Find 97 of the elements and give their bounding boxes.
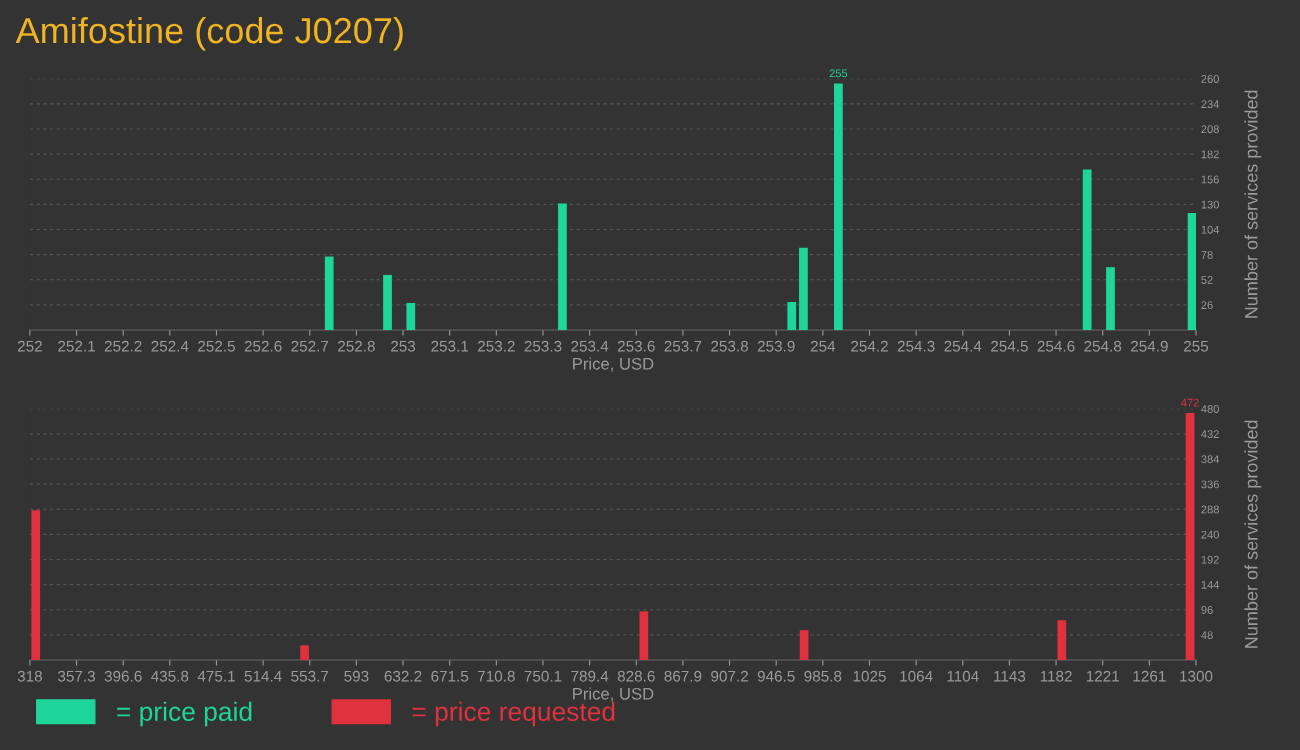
bar (31, 510, 41, 660)
x-tick-label: 553.7 (291, 670, 329, 682)
x-tick-label: 254.6 (1037, 340, 1075, 352)
x-tick-label: 1261 (1133, 670, 1166, 682)
x-tick-label: 254.2 (851, 340, 888, 352)
x-tick-label: 253.7 (664, 340, 702, 352)
x-tick-label: 252.8 (338, 340, 375, 352)
x-tick-label: 252.1 (58, 340, 95, 352)
x-tick-label: 789.4 (571, 670, 609, 682)
x-tick-label: 254.5 (991, 340, 1028, 352)
bar (834, 83, 843, 330)
y-tick-label: 384 (1201, 455, 1220, 464)
y-tick-label: 288 (1201, 505, 1219, 514)
x-tick-label: 253.3 (524, 340, 562, 352)
x-tick-label: 254.9 (1131, 340, 1168, 352)
y-axis-title: Number of services provided (1244, 420, 1262, 648)
bar (1187, 213, 1196, 330)
x-tick-label: 593 (344, 670, 369, 682)
x-tick-label: 254 (810, 340, 836, 352)
x-tick-label: 253.8 (711, 340, 749, 352)
x-axis-title: Price, USD (573, 357, 654, 372)
x-tick-label: 253.6 (617, 340, 655, 352)
data-label: 255 (829, 69, 848, 78)
bar (406, 302, 416, 330)
legend-label: = price paid (117, 701, 252, 727)
y-tick-label: 336 (1201, 480, 1219, 489)
y-axis-title: Number of services provided (1244, 90, 1262, 318)
x-tick-label: 828.6 (617, 670, 655, 682)
y-tick-label: 144 (1201, 581, 1220, 589)
y-tick-label: 182 (1201, 150, 1219, 159)
x-tick-label: 254.8 (1084, 340, 1122, 352)
x-tick-label: 946.5 (757, 670, 795, 682)
y-tick-label: 104 (1201, 225, 1220, 234)
x-tick-label: 396.6 (104, 670, 142, 682)
x-tick-label: 255 (1184, 340, 1209, 352)
x-tick-label: 252.2 (104, 340, 142, 352)
x-tick-label: 253 (391, 340, 416, 352)
bar (639, 611, 649, 660)
x-tick-label: 254.4 (944, 340, 982, 352)
y-tick-label: 48 (1201, 631, 1213, 640)
x-tick-label: 252.4 (151, 340, 189, 352)
x-tick-label: 514.4 (244, 670, 282, 682)
x-tick-label: 253.2 (477, 340, 515, 352)
x-tick-label: 252 (17, 340, 42, 352)
x-tick-label: 632.2 (384, 670, 422, 682)
bar (324, 256, 334, 330)
y-tick-label: 234 (1201, 100, 1220, 109)
x-tick-label: 252.5 (198, 340, 235, 352)
y-tick-label: 432 (1201, 430, 1219, 439)
x-tick-label: 254.3 (897, 340, 935, 352)
x-tick-label: 475.1 (197, 670, 235, 682)
bar (558, 203, 567, 330)
x-tick-label: 318 (17, 670, 42, 682)
x-tick-label: 1064 (900, 670, 933, 682)
bar (787, 301, 797, 330)
legend-label: = price requested (412, 701, 615, 727)
y-tick-label: 26 (1201, 301, 1213, 310)
x-tick-label: 1104 (947, 670, 979, 682)
bar (1185, 412, 1195, 660)
x-tick-label: 867.9 (664, 670, 702, 682)
chart-title: Amifostine (code J0207) (15, 16, 403, 51)
bar (1106, 267, 1115, 330)
x-tick-label: 1221 (1086, 670, 1119, 682)
x-tick-label: 985.8 (804, 670, 842, 682)
y-tick-label: 208 (1201, 125, 1219, 134)
x-tick-label: 1143 (994, 670, 1026, 682)
x-axis-title: Price, USD (573, 687, 654, 702)
x-tick-label: 253.1 (431, 340, 469, 352)
x-tick-label: 253.9 (757, 340, 795, 352)
x-tick-label: 1300 (1180, 670, 1213, 682)
y-tick-label: 96 (1201, 606, 1213, 614)
bar (799, 630, 809, 660)
x-tick-label: 1182 (1040, 670, 1072, 682)
x-tick-label: 1025 (853, 670, 886, 682)
x-tick-label: 253.4 (571, 340, 609, 352)
x-tick-label: 907.2 (711, 670, 748, 682)
bar (383, 274, 392, 330)
x-tick-label: 357.3 (58, 670, 95, 682)
x-tick-label: 252.7 (291, 340, 329, 352)
x-tick-label: 435.8 (151, 670, 189, 682)
y-tick-label: 192 (1201, 555, 1219, 564)
bar (300, 645, 309, 660)
x-tick-label: 710.8 (478, 670, 515, 682)
bar (799, 247, 808, 330)
data-label: 472 (1181, 398, 1199, 407)
bar (1057, 620, 1067, 660)
y-tick-label: 260 (1201, 75, 1219, 83)
x-tick-label: 252.6 (244, 340, 282, 352)
y-tick-label: 480 (1201, 405, 1219, 413)
bar (1082, 169, 1092, 330)
y-tick-label: 52 (1201, 276, 1213, 284)
x-tick-label: 750.1 (524, 670, 562, 682)
y-tick-label: 240 (1201, 530, 1219, 539)
y-tick-label: 130 (1201, 200, 1219, 209)
y-tick-label: 78 (1201, 250, 1213, 259)
x-tick-label: 671.5 (431, 670, 469, 682)
y-tick-label: 156 (1201, 175, 1219, 184)
